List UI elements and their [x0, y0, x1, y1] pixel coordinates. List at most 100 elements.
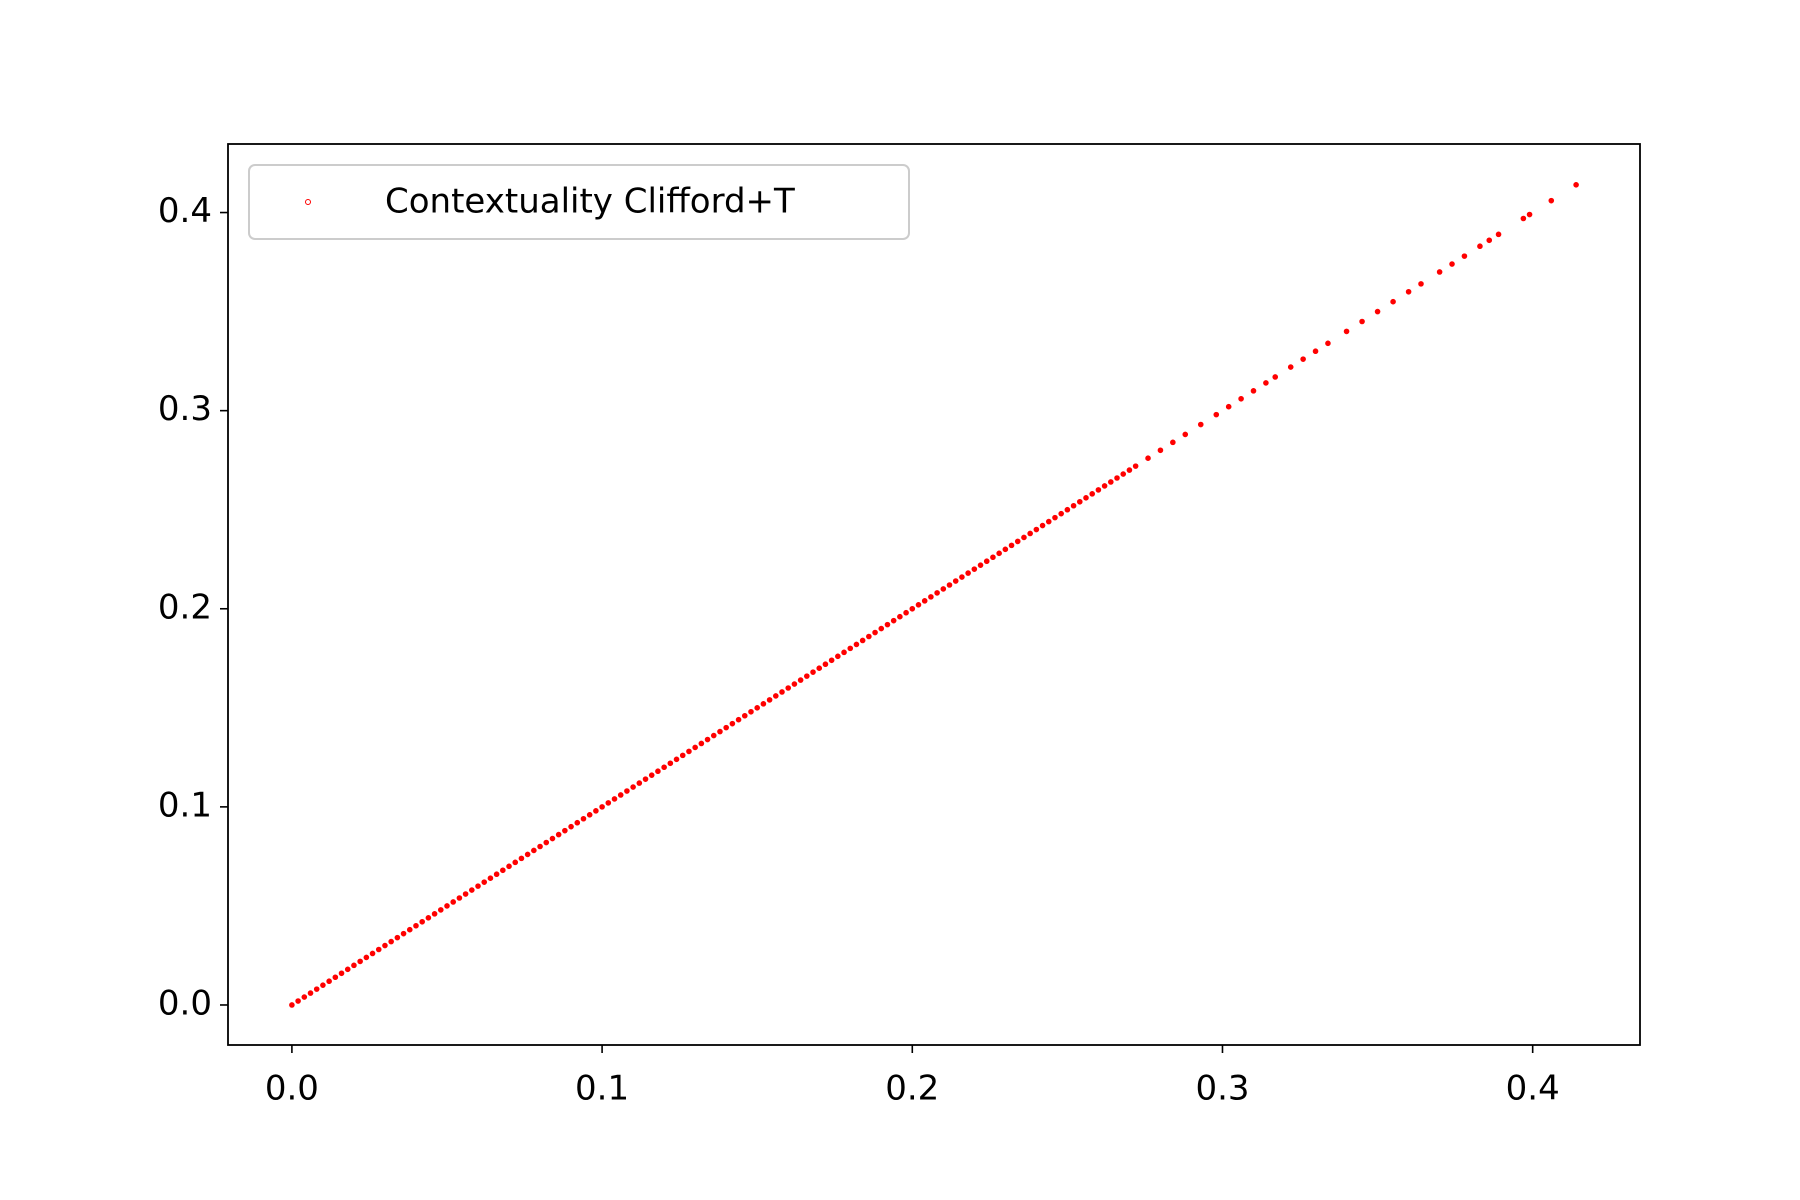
scatter-point	[493, 871, 500, 878]
scatter-point	[543, 839, 550, 846]
scatter-point	[773, 693, 779, 699]
scatter-point	[940, 586, 947, 592]
scatter-point	[1058, 510, 1064, 517]
scatter-point	[413, 922, 419, 929]
scatter-point	[611, 796, 618, 802]
scatter-point	[1157, 447, 1164, 454]
scatter-point	[1526, 211, 1533, 218]
scatter-point	[996, 550, 1002, 557]
scatter-point	[971, 566, 978, 572]
scatter-point	[1477, 243, 1483, 250]
scatter-point	[1021, 534, 1027, 541]
scatter-point	[357, 958, 363, 965]
scatter-point	[1225, 403, 1232, 410]
scatter-point	[562, 827, 568, 834]
scatter-point	[816, 665, 823, 671]
scatter-point	[692, 744, 698, 751]
scatter-point	[884, 621, 891, 628]
scatter-point	[450, 899, 457, 905]
scatter-point	[1250, 388, 1257, 394]
y-tick-label: 0.0	[158, 983, 212, 1023]
scatter-point	[785, 685, 792, 691]
scatter-point	[878, 625, 885, 632]
scatter-point	[890, 617, 897, 624]
scatter-point	[1405, 288, 1412, 295]
scatter-point	[723, 724, 729, 731]
scatter-point	[406, 926, 413, 933]
scatter-point	[1045, 518, 1052, 525]
scatter-point	[338, 970, 345, 977]
scatter-point	[437, 907, 444, 913]
scatter-point	[1027, 530, 1033, 537]
scatter-point	[382, 942, 388, 949]
scatter-point	[903, 609, 909, 616]
scatter-point	[320, 982, 326, 988]
scatter-point	[952, 578, 959, 584]
scatter-point	[1573, 182, 1579, 188]
scatter-point	[1114, 475, 1120, 481]
scatter-point	[779, 689, 785, 695]
scatter-point	[617, 792, 624, 798]
scatter-point	[1343, 328, 1350, 335]
scatter-point	[388, 938, 394, 945]
scatter-point	[605, 800, 612, 806]
scatter-point	[1197, 421, 1204, 428]
scatter-point	[754, 705, 760, 711]
scatter-point	[313, 986, 320, 992]
scatter-point	[698, 740, 705, 747]
y-tick-label: 0.3	[158, 389, 212, 429]
scatter-point	[642, 776, 649, 782]
scatter-point	[500, 867, 506, 874]
scatter-point	[983, 558, 990, 565]
scatter-point	[1014, 538, 1021, 545]
scatter-point	[400, 930, 407, 937]
scatter-point	[1461, 253, 1468, 259]
scatter-point	[555, 831, 562, 838]
scatter-point	[1520, 215, 1527, 222]
scatter-point	[475, 883, 481, 889]
scatter-point	[568, 823, 574, 830]
scatter-point	[1126, 467, 1133, 473]
scatter-point	[1213, 411, 1220, 418]
scatter-point	[586, 811, 593, 818]
x-tick-label: 0.2	[885, 1069, 939, 1109]
scatter-point	[841, 649, 847, 656]
scatter-point	[760, 701, 767, 707]
scatter-point	[326, 978, 332, 985]
scatter-point	[289, 1002, 295, 1008]
scatter-point	[506, 863, 512, 870]
scatter-point	[729, 720, 736, 727]
scatter-point	[853, 641, 860, 648]
scatter-point	[419, 918, 425, 925]
scatter-point	[1359, 318, 1365, 325]
scatter-point	[766, 697, 773, 703]
scatter-point	[909, 605, 916, 612]
scatter-point	[717, 728, 723, 735]
scatter-point	[928, 594, 934, 600]
scatter-point	[332, 974, 339, 981]
scatter-point	[444, 903, 450, 909]
scatter-point	[307, 990, 314, 996]
scatter-point	[462, 891, 469, 897]
scatter-point	[959, 574, 965, 580]
scatter-point	[537, 843, 543, 850]
scatter-point	[431, 911, 438, 917]
scatter-point	[847, 645, 854, 652]
scatter-point	[1033, 526, 1040, 533]
scatter-point	[1076, 498, 1083, 505]
scatter-point	[1002, 546, 1009, 553]
scatter-point	[1548, 197, 1555, 204]
legend-marker	[305, 199, 311, 205]
scatter-point	[1263, 380, 1269, 386]
scatter-point	[295, 998, 301, 1004]
scatter-point	[866, 633, 872, 640]
axes-frame	[227, 143, 1641, 1046]
scatter-point	[425, 915, 432, 921]
scatter-point	[710, 732, 717, 739]
scatter-point	[1495, 231, 1502, 238]
scatter-point	[859, 637, 866, 644]
y-tick-label: 0.1	[158, 785, 212, 825]
scatter-point	[1374, 308, 1381, 315]
